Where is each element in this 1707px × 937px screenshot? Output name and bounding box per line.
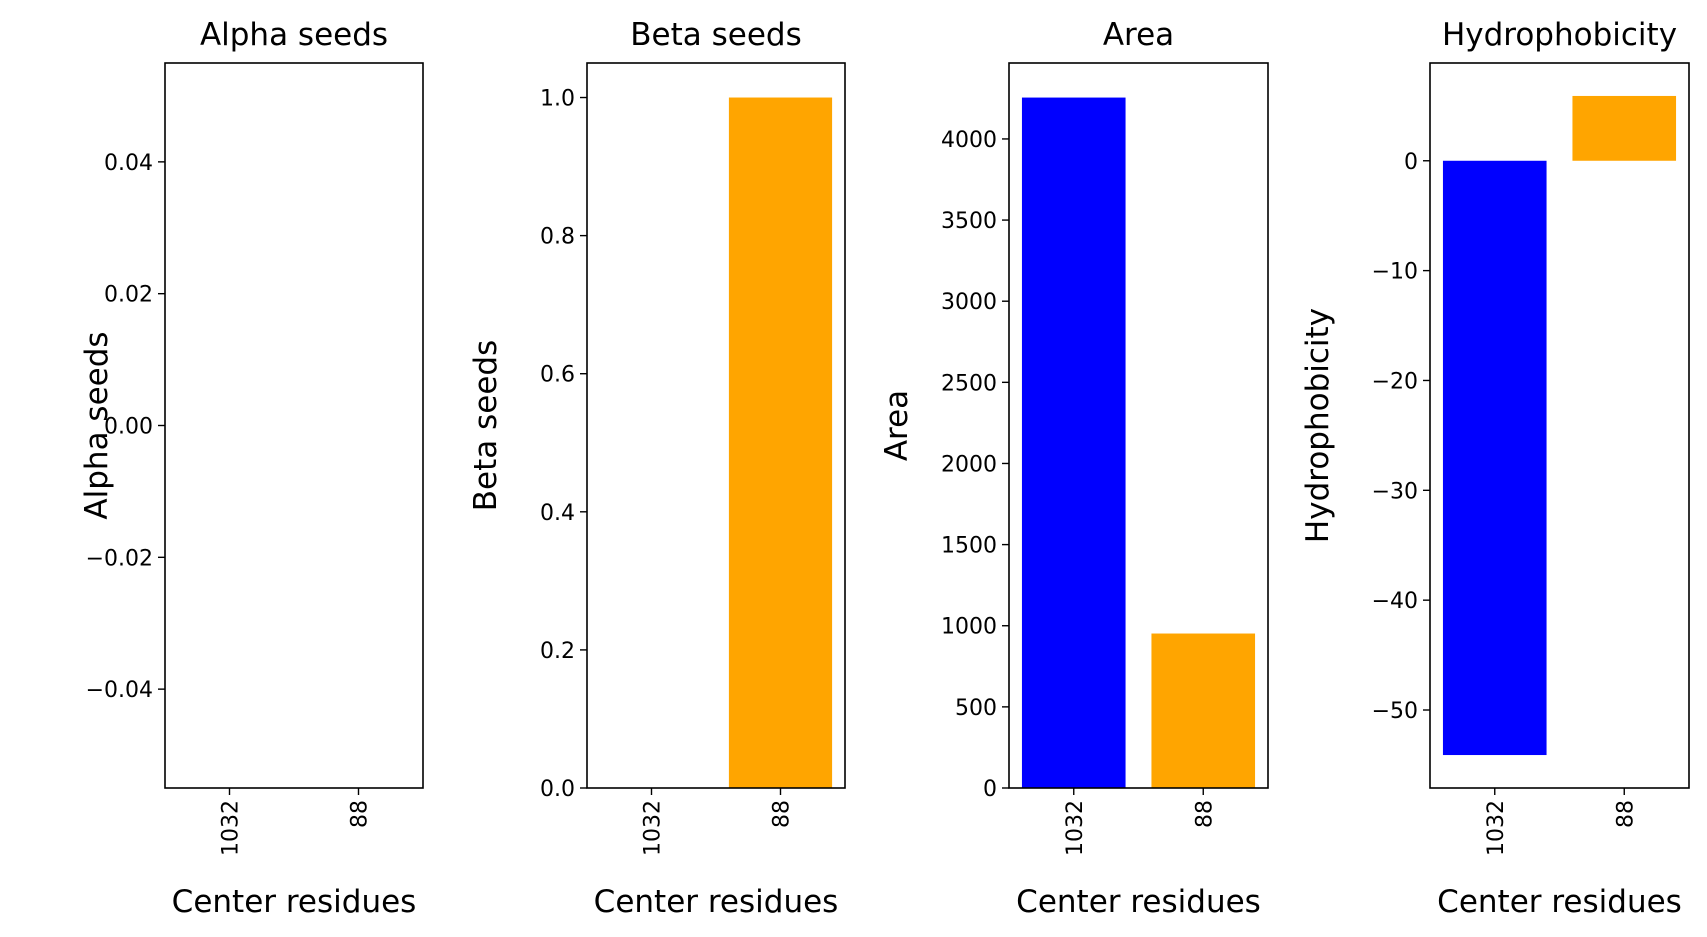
- y-tick-label: 0.0: [540, 777, 575, 802]
- x-tick-label: 88: [1192, 800, 1217, 828]
- bar: [1442, 160, 1547, 756]
- x-tick-label: 88: [1613, 800, 1638, 828]
- axes-frame: [1429, 62, 1690, 789]
- y-tick-label: −30: [1372, 479, 1418, 504]
- y-tick-label: 2000: [941, 452, 997, 477]
- x-axis-label: Center residues: [1437, 884, 1682, 920]
- y-tick-label: 3000: [941, 290, 997, 315]
- x-tick-label: 88: [348, 800, 373, 828]
- panel-1: −0.04 −0.02 0.00 0.02 0.04 1032 88 Alpha seeds C…: [79, 17, 424, 920]
- y-tick-label: 3500: [941, 209, 997, 234]
- y-tick-label: 1.0: [540, 87, 575, 112]
- y-tick-label: −0.02: [86, 546, 153, 571]
- x-tick-label: 1032: [641, 800, 666, 856]
- y-axis-label: Hydrophobicity: [1300, 308, 1336, 543]
- y-tick-label: 2500: [941, 371, 997, 396]
- y-tick-label: −10: [1372, 260, 1418, 285]
- y-tick-label: 1500: [941, 534, 997, 559]
- x-axis-label: Center residues: [1016, 884, 1261, 920]
- y-axis-label: Alpha seeds: [79, 331, 115, 519]
- panel-3: 0 500 1000 1500 2000 2500 3000 3500 4000 1032 88 Ar…: [879, 17, 1269, 920]
- bar: [1151, 633, 1256, 788]
- y-tick-label: 4000: [941, 128, 997, 153]
- y-tick-label: 0.04: [104, 151, 153, 176]
- x-axis-label: Center residues: [594, 884, 839, 920]
- y-tick-label: 0: [1404, 150, 1418, 175]
- y-tick-label: 0.00: [104, 415, 153, 440]
- y-tick-label: −0.04: [86, 678, 153, 703]
- x-tick-label: 1032: [219, 800, 244, 856]
- y-tick-label: −50: [1372, 699, 1418, 724]
- y-tick-label: −20: [1372, 369, 1418, 394]
- panel-title: Alpha seeds: [200, 17, 388, 53]
- y-tick-label: 500: [955, 696, 997, 721]
- axes-frame: [164, 62, 424, 789]
- y-tick-label: 0.8: [540, 225, 575, 250]
- x-axis-label: Center residues: [172, 884, 417, 920]
- y-axis-label: Area: [879, 390, 915, 461]
- x-tick-label: 88: [770, 800, 795, 828]
- bar: [1021, 97, 1126, 789]
- y-axis-label: Beta seeds: [468, 340, 504, 511]
- y-tick-label: 0.2: [540, 639, 575, 664]
- panel-title: Beta seeds: [630, 17, 801, 53]
- panel-4: −50 −40 −30 −20 −10 0 1032 88 Hydrophobicity Cent…: [1300, 17, 1690, 920]
- axes-frame: [1008, 62, 1269, 789]
- x-tick-label: 1032: [1484, 800, 1509, 856]
- bar: [1572, 95, 1677, 161]
- x-tick-label: 1032: [1063, 800, 1088, 856]
- y-tick-label: 0.02: [104, 283, 153, 308]
- bar: [728, 97, 833, 789]
- y-tick-label: 0.6: [540, 363, 575, 388]
- y-tick-label: 0: [983, 777, 997, 802]
- panel-2: 0.0 0.2 0.4 0.6 0.8 1.0 1032 88 Beta seeds Center…: [468, 17, 846, 920]
- y-tick-label: −40: [1372, 589, 1418, 614]
- y-tick-label: 1000: [941, 615, 997, 640]
- panel-title: Area: [1103, 17, 1174, 53]
- axes-frame: [586, 62, 846, 789]
- panel-title: Hydrophobicity: [1442, 17, 1677, 53]
- y-tick-label: 0.4: [540, 501, 575, 526]
